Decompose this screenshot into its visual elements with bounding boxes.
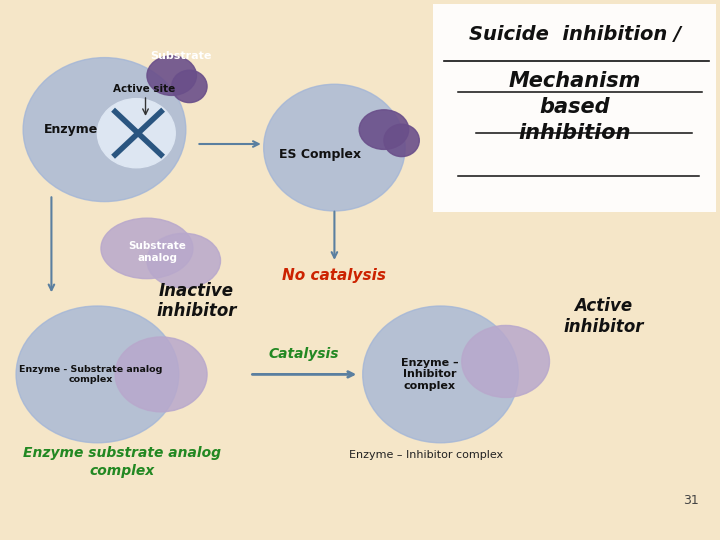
Ellipse shape	[23, 58, 186, 201]
Ellipse shape	[363, 306, 518, 443]
FancyBboxPatch shape	[433, 4, 716, 212]
Text: ES Complex: ES Complex	[279, 148, 361, 161]
Ellipse shape	[16, 306, 179, 443]
Text: Enzyme: Enzyme	[45, 123, 99, 136]
Text: No catalysis: No catalysis	[282, 267, 387, 282]
Text: Catalysis: Catalysis	[269, 347, 339, 361]
Text: Enzyme substrate analog
complex: Enzyme substrate analog complex	[23, 446, 221, 478]
Text: Enzyme – Inhibitor complex: Enzyme – Inhibitor complex	[349, 450, 503, 460]
Text: Active
inhibitor: Active inhibitor	[563, 298, 644, 336]
Ellipse shape	[115, 337, 207, 412]
Ellipse shape	[97, 99, 175, 168]
Ellipse shape	[384, 124, 419, 157]
Text: Substrate: Substrate	[150, 51, 212, 61]
Text: 31: 31	[683, 494, 699, 507]
Text: Enzyme –
Inhibitor
complex: Enzyme – Inhibitor complex	[401, 358, 459, 391]
Text: Suicide  inhibition /: Suicide inhibition /	[469, 25, 681, 44]
Ellipse shape	[147, 233, 220, 288]
Text: Inactive
inhibitor: Inactive inhibitor	[156, 281, 237, 320]
Ellipse shape	[147, 56, 197, 96]
Text: Substrate
analog: Substrate analog	[129, 241, 186, 263]
Text: Mechanism
based
inhibition: Mechanism based inhibition	[509, 71, 641, 143]
Text: Active site: Active site	[113, 84, 175, 93]
Ellipse shape	[101, 218, 193, 279]
Ellipse shape	[264, 84, 405, 211]
Ellipse shape	[359, 110, 409, 150]
Text: Enzyme - Substrate analog
complex: Enzyme - Substrate analog complex	[19, 364, 162, 384]
Ellipse shape	[462, 326, 549, 397]
Ellipse shape	[171, 70, 207, 103]
